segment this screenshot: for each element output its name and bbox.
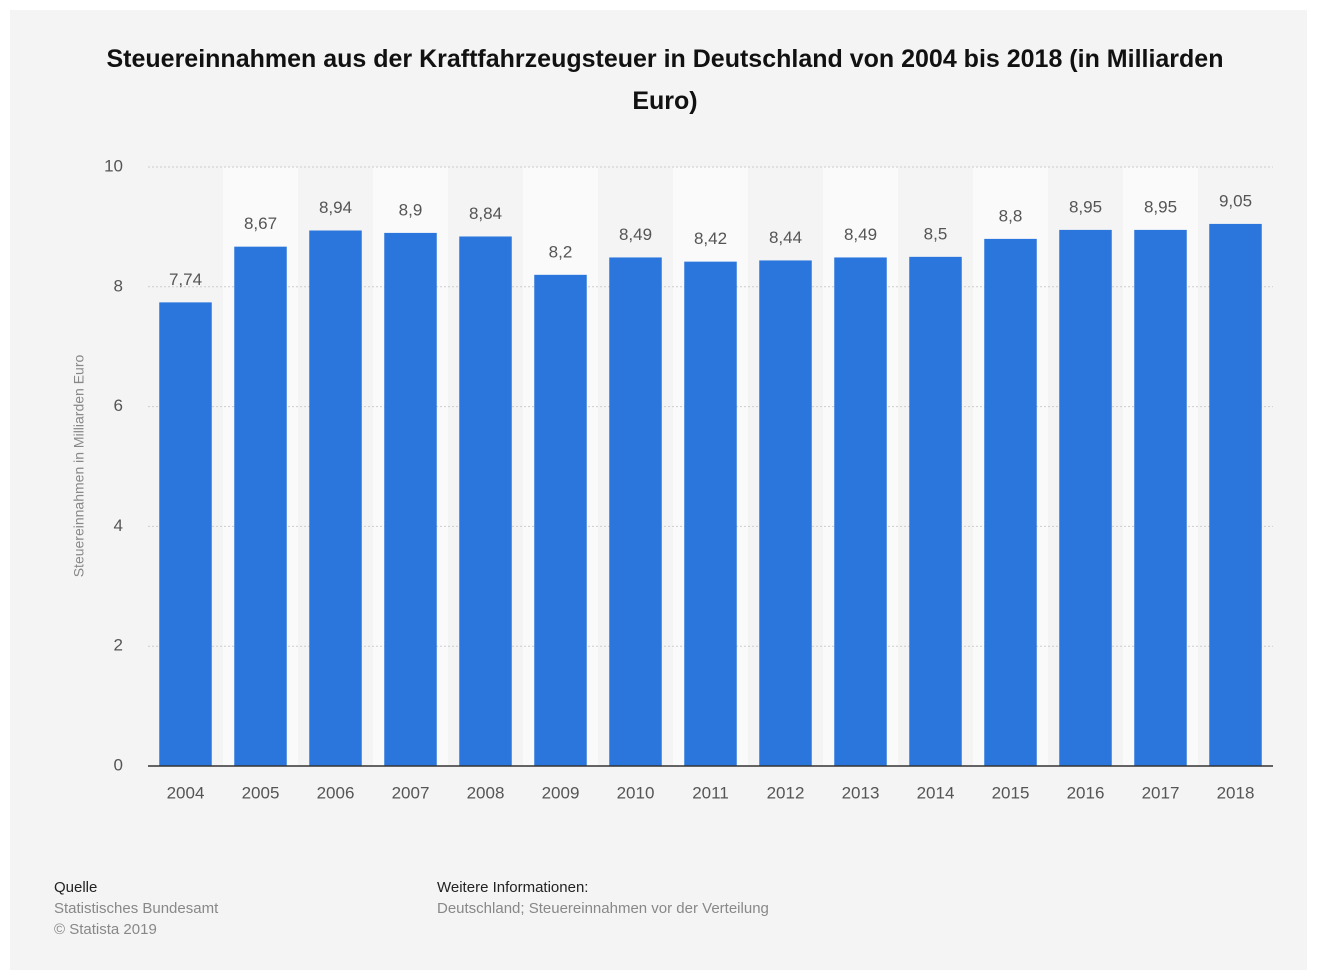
x-tick-label: 2006	[317, 783, 355, 802]
source-heading: Quelle	[54, 879, 98, 896]
value-label: 8,49	[844, 225, 877, 244]
x-tick-label: 2011	[692, 783, 729, 802]
value-label: 8,2	[549, 242, 573, 261]
x-tick-label: 2018	[1217, 783, 1255, 802]
x-tick-label: 2012	[767, 783, 805, 802]
bar	[759, 260, 812, 766]
bar	[909, 256, 962, 766]
value-label: 8,95	[1144, 197, 1177, 216]
value-label: 8,42	[694, 229, 727, 248]
bar	[834, 257, 887, 766]
chart: Steuereinnahmen in Milliarden Euro 0 2 4 6 8…	[71, 156, 1273, 802]
bar	[309, 230, 362, 766]
bar	[1209, 223, 1262, 766]
x-tick-label: 2005	[242, 783, 280, 802]
chart-title: Steuereinnahmen aus der Kraftfahrzeugste…	[106, 45, 1224, 115]
value-label: 9,05	[1219, 191, 1252, 210]
info-block: Weitere Informationen: Deutschland; Steu…	[437, 877, 769, 919]
y-tick-label: 6	[114, 396, 123, 415]
x-tick-label: 2017	[1142, 783, 1180, 802]
x-tick-label: 2013	[842, 783, 880, 802]
source: Statistisches Bundesamt	[54, 900, 219, 917]
y-tick-label: 4	[114, 516, 123, 535]
value-label: 8,44	[769, 228, 802, 247]
bar	[459, 236, 512, 766]
info: Deutschland; Steuereinnahmen vor der Ver…	[437, 900, 769, 917]
x-tick-label: 2004	[167, 783, 205, 802]
y-tick-label: 2	[114, 636, 123, 655]
y-tick-label: 0	[114, 755, 123, 774]
bar	[984, 238, 1037, 766]
x-tick-label: 2009	[542, 783, 580, 802]
x-tick-label: 2008	[467, 783, 505, 802]
info-heading: Weitere Informationen:	[437, 879, 589, 896]
value-label: 8,8	[999, 206, 1023, 225]
y-tick-label: 8	[114, 276, 123, 295]
y-tick-label: 10	[104, 156, 123, 175]
value-label: 8,5	[924, 224, 948, 243]
value-label: 8,94	[319, 198, 352, 217]
value-label: 8,84	[469, 204, 502, 223]
value-label: 8,49	[619, 225, 652, 244]
bar	[609, 257, 662, 766]
bar	[684, 261, 737, 766]
bar	[1134, 229, 1187, 766]
x-tick-label: 2014	[917, 783, 955, 802]
value-label: 8,9	[399, 200, 423, 219]
value-label: 7,74	[169, 270, 202, 289]
value-label: 8,67	[244, 214, 277, 233]
bar	[1059, 229, 1112, 766]
bar	[234, 246, 287, 767]
x-tick-label: 2016	[1067, 783, 1105, 802]
y-axis-label: Steuereinnahmen in Milliarden Euro	[71, 355, 87, 578]
bar	[384, 232, 437, 766]
x-tick-label: 2015	[992, 783, 1030, 802]
copyright: © Statista 2019	[54, 921, 157, 938]
x-tick-label: 2010	[617, 783, 655, 802]
x-tick-label: 2007	[392, 783, 430, 802]
bar	[534, 274, 587, 766]
bar	[159, 302, 212, 766]
value-label: 8,95	[1069, 197, 1102, 216]
source-block: Quelle Statistisches Bundesamt © Statist…	[54, 877, 218, 940]
